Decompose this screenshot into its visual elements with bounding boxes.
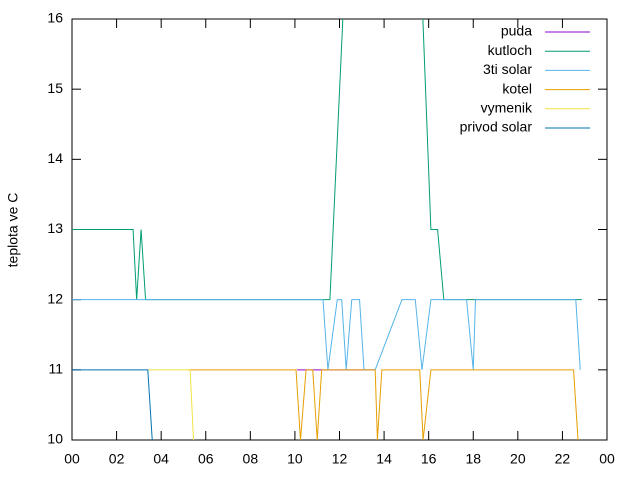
x-tick-label: 08: [243, 451, 259, 467]
legend-label: kotel: [502, 80, 532, 96]
legend-label: 3ti solar: [483, 61, 532, 77]
x-tick-label: 22: [555, 451, 571, 467]
y-tick-label: 12: [47, 290, 63, 306]
x-tick-label: 18: [465, 451, 481, 467]
plot-area: [72, 19, 582, 440]
series-line: [187, 369, 579, 440]
y-tick-label: 11: [48, 361, 63, 377]
y-tick-label: 16: [47, 10, 63, 26]
x-tick-label: 00: [64, 451, 80, 467]
y-tick-label: 13: [47, 220, 63, 236]
x-tick-label: 10: [287, 451, 303, 467]
y-tick-label: 15: [47, 80, 63, 96]
y-tick-label: 10: [47, 431, 63, 447]
y-tick-label: 14: [47, 150, 63, 166]
series-line: [147, 369, 194, 440]
x-tick-label: 14: [376, 451, 392, 467]
series-line: [72, 369, 153, 440]
x-tick-label: 16: [421, 451, 437, 467]
x-tick-label: 04: [153, 451, 169, 467]
legend-label: privod solar: [460, 119, 533, 135]
legend-label: kutloch: [488, 42, 532, 58]
x-tick-label: 00: [599, 451, 615, 467]
y-axis-label: teplota ve C: [5, 193, 21, 268]
legend-label: vymenik: [481, 100, 533, 116]
x-tick-label: 12: [332, 451, 348, 467]
legend-label: puda: [501, 23, 532, 39]
series-line: [72, 299, 581, 371]
x-tick-label: 02: [109, 451, 125, 467]
x-tick-label: 06: [198, 451, 214, 467]
x-tick-label: 20: [510, 451, 526, 467]
